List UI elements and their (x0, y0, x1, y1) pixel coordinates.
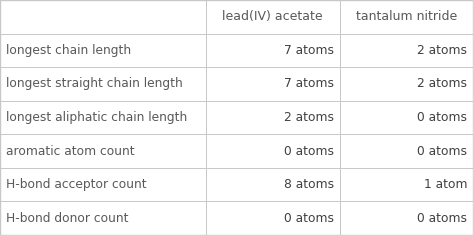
Text: 0 atoms: 0 atoms (417, 111, 467, 124)
Text: longest aliphatic chain length: longest aliphatic chain length (6, 111, 187, 124)
Text: aromatic atom count: aromatic atom count (6, 145, 134, 158)
Text: lead(IV) acetate: lead(IV) acetate (222, 10, 323, 23)
Text: 8 atoms: 8 atoms (284, 178, 334, 191)
Text: 0 atoms: 0 atoms (284, 145, 334, 158)
Text: 2 atoms: 2 atoms (417, 77, 467, 90)
Text: 2 atoms: 2 atoms (417, 44, 467, 57)
Text: 2 atoms: 2 atoms (284, 111, 334, 124)
Text: tantalum nitride: tantalum nitride (356, 10, 457, 23)
Text: 0 atoms: 0 atoms (417, 212, 467, 225)
Text: 7 atoms: 7 atoms (284, 77, 334, 90)
Text: longest chain length: longest chain length (6, 44, 131, 57)
Text: 1 atom: 1 atom (424, 178, 467, 191)
Text: 0 atoms: 0 atoms (284, 212, 334, 225)
Text: 7 atoms: 7 atoms (284, 44, 334, 57)
Text: longest straight chain length: longest straight chain length (6, 77, 183, 90)
Text: H-bond donor count: H-bond donor count (6, 212, 128, 225)
Text: H-bond acceptor count: H-bond acceptor count (6, 178, 146, 191)
Text: 0 atoms: 0 atoms (417, 145, 467, 158)
